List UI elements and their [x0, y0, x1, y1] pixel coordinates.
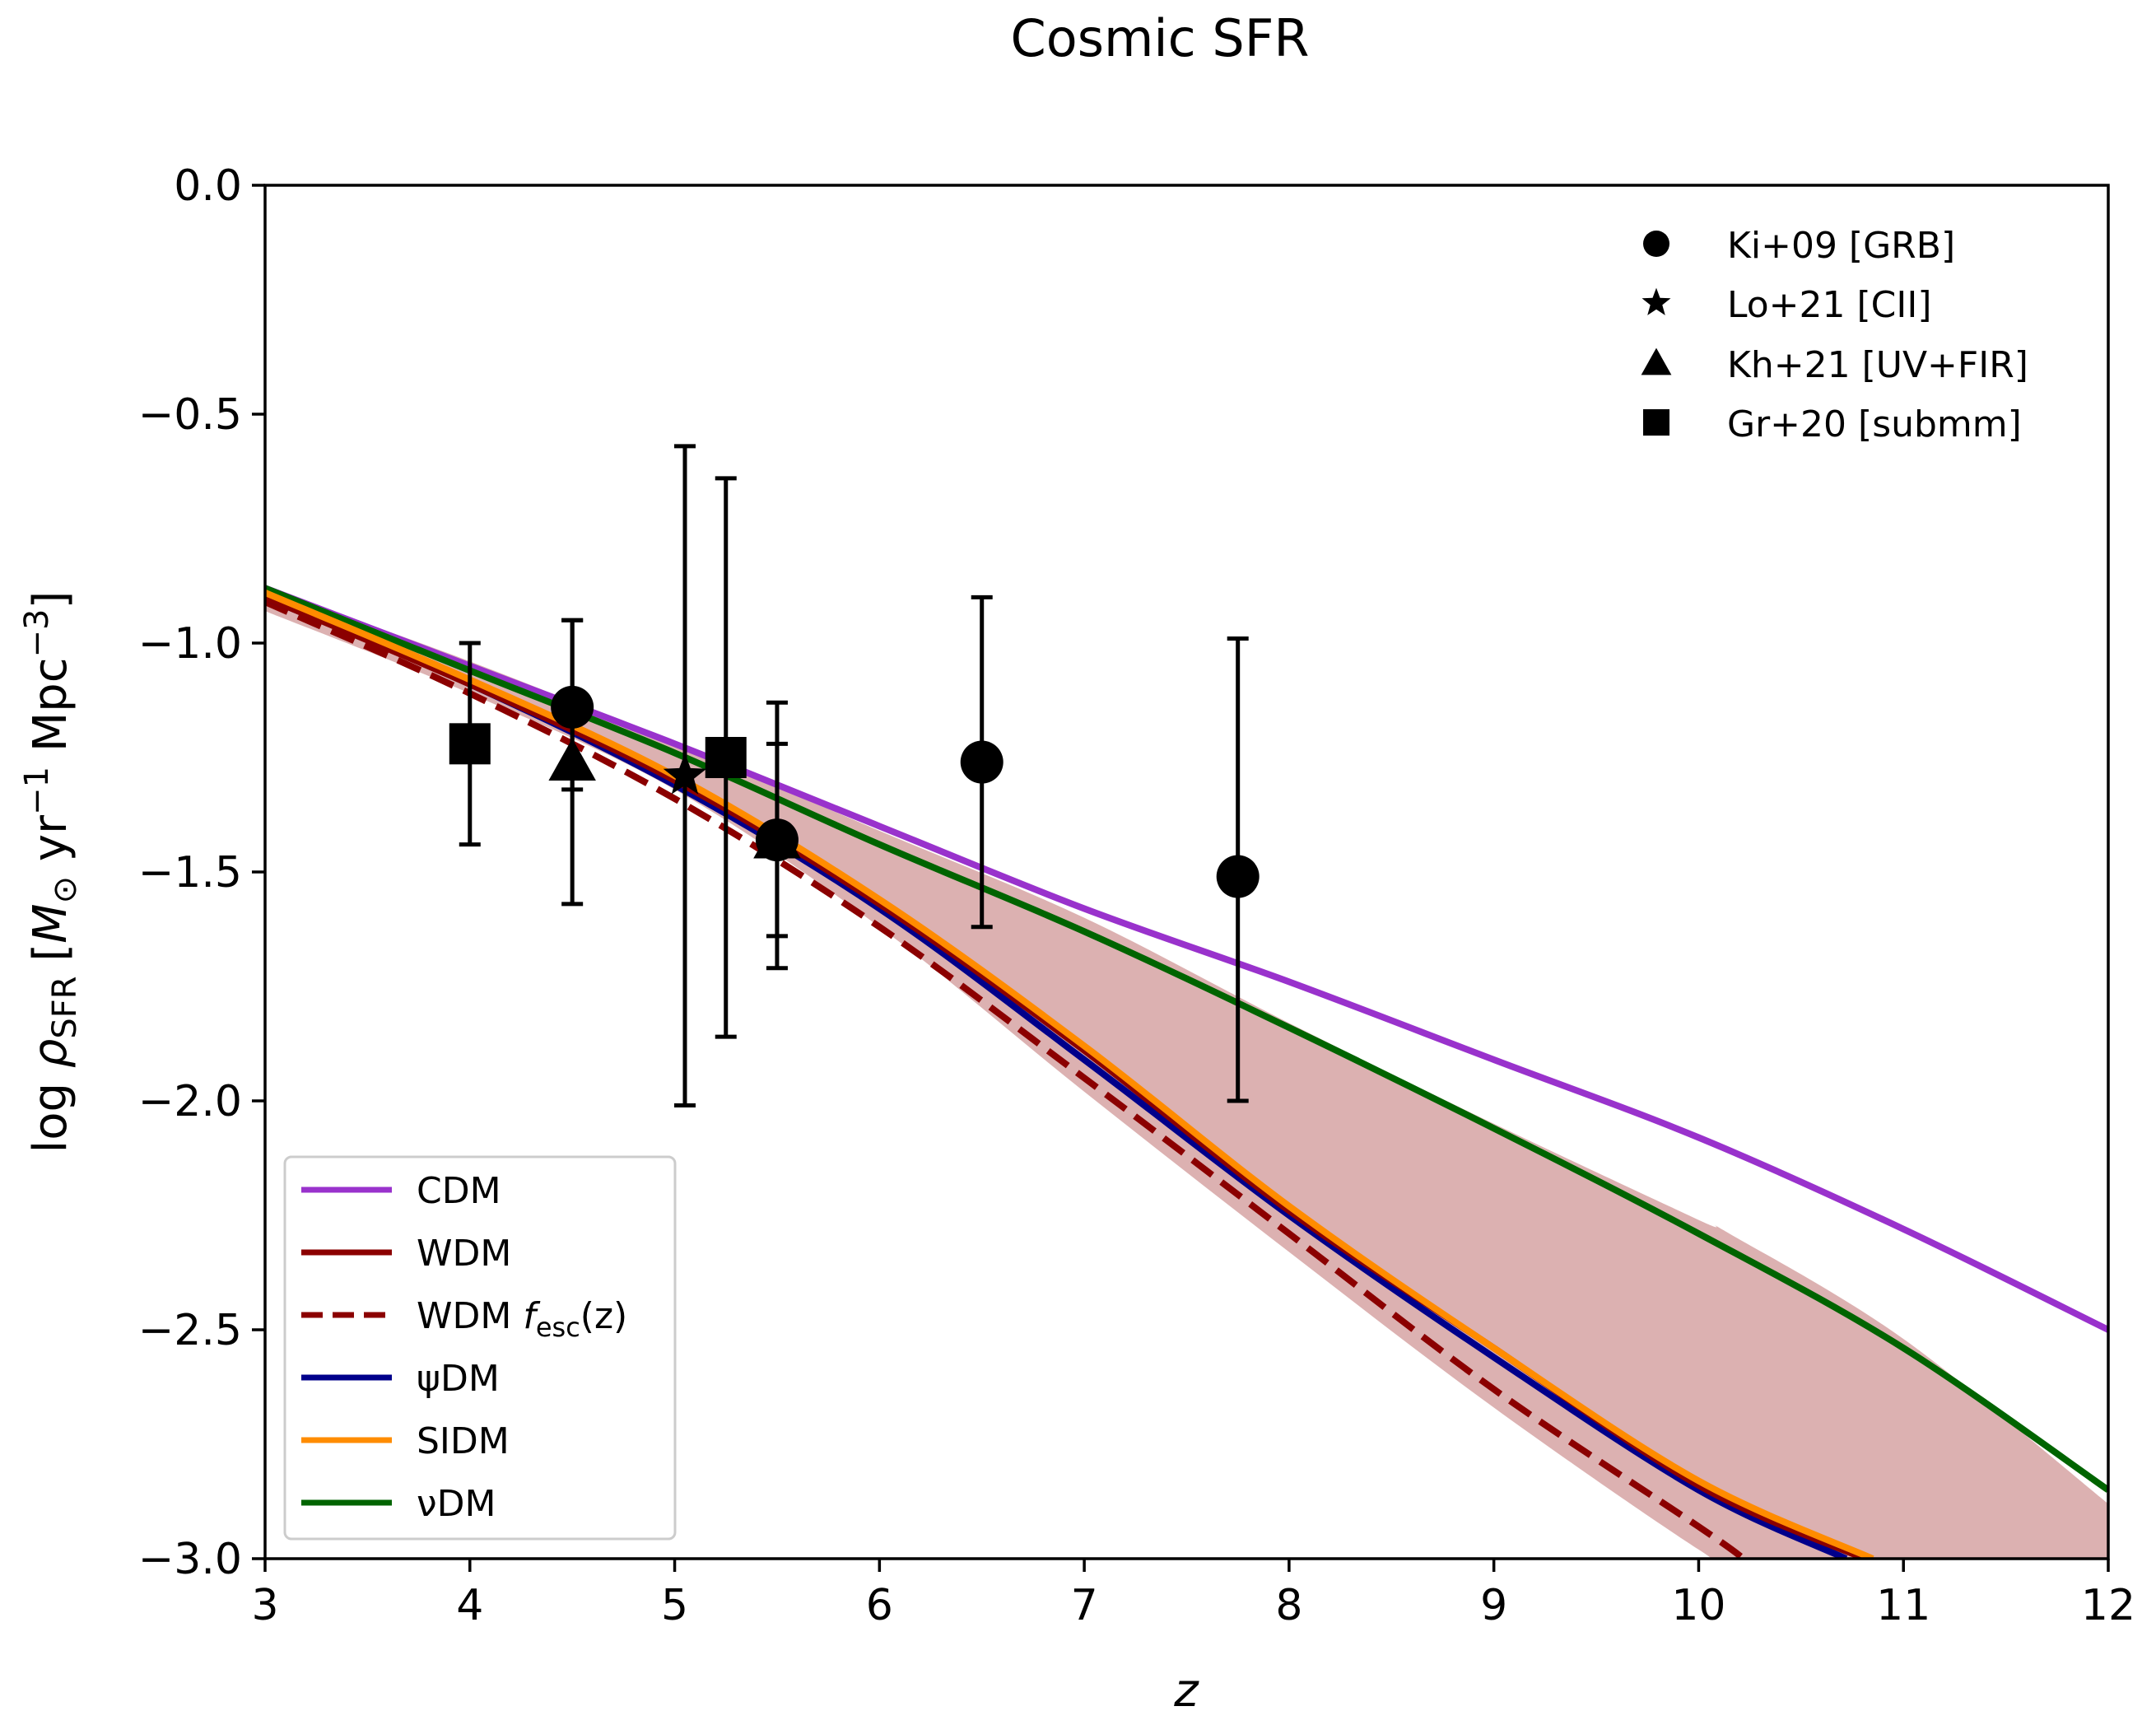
legend-entry-ki09: Ki+09 [GRB] — [1643, 225, 1955, 267]
y-tick-label: −1.0 — [138, 619, 242, 669]
triangle-marker — [548, 738, 596, 781]
legend-label-gr20: Gr+20 [submm] — [1727, 403, 2022, 445]
legend-entry-nudm: νDM — [301, 1483, 496, 1525]
observations — [449, 444, 1260, 1108]
legend-triangle-shape — [1641, 347, 1672, 375]
y-label-rho-sub: SFR — [46, 976, 84, 1038]
legend-entry-psidm: ψDM — [301, 1358, 500, 1400]
y-tick-label: 0.0 — [174, 161, 242, 211]
legend-entry-gr20: Gr+20 [submm] — [1643, 403, 2022, 445]
x-axis-label: z — [1173, 1664, 1199, 1718]
legend-triangle-marker — [1641, 347, 1672, 375]
y-label-open: [ — [24, 944, 77, 977]
legend-label-psidm: ψDM — [417, 1358, 500, 1400]
legend-label-nudm: νDM — [417, 1483, 496, 1525]
x-tick-label: 3 — [251, 1581, 278, 1630]
x-axis: 3 4 5 6 7 8 9 10 11 12 — [251, 1559, 2135, 1630]
y-tick-label: −2.5 — [138, 1306, 242, 1355]
legend-markers: Ki+09 [GRB] Lo+21 [CII] Kh+21 [UV+FIR] G… — [1641, 225, 2028, 445]
legend-label-sidm: SIDM — [417, 1420, 510, 1462]
y-label-close: ] — [24, 591, 77, 609]
x-tick-label: 6 — [866, 1581, 893, 1630]
y-label-rho: ρ — [24, 1039, 77, 1069]
square-marker — [449, 723, 491, 765]
legend-lines-box — [283, 1155, 677, 1541]
x-tick-label: 8 — [1275, 1581, 1302, 1630]
y-tick-label: −2.0 — [138, 1077, 242, 1126]
x-tick-label: 12 — [2081, 1581, 2135, 1630]
legend-wdm-fesc-main: WDM — [417, 1295, 523, 1337]
legend-label-kh21: Kh+21 [UV+FIR] — [1727, 344, 2028, 386]
y-tick-label: −0.5 — [138, 390, 242, 440]
x-tick-label: 10 — [1671, 1581, 1725, 1630]
x-tick-label: 7 — [1071, 1581, 1098, 1630]
wdm-uncertainty-band — [265, 588, 2108, 1559]
x-tick-label: 5 — [661, 1581, 688, 1630]
obs-kh-21-uv-fir — [548, 618, 801, 971]
legend-lines: CDM WDM WDM fesc(z) ψDM SIDM νDM — [283, 1155, 677, 1541]
y-axis: 0.0 −0.5 −1.0 −1.5 −2.0 −2.5 −3.0 — [138, 161, 265, 1584]
x-tick-label: 9 — [1480, 1581, 1507, 1630]
y-label-mpc-exp: −3 — [18, 609, 56, 658]
legend-wdm-fesc-tail: (z) — [580, 1295, 627, 1337]
chart-title: Cosmic SFR — [1010, 8, 1309, 68]
curve-wdm-fesc — [265, 599, 1746, 1559]
star-marker — [663, 753, 707, 795]
legend-label-ki09: Ki+09 [GRB] — [1727, 225, 1955, 267]
legend-label-wdm: WDM — [417, 1233, 511, 1275]
square-marker — [705, 737, 747, 778]
plot-area — [265, 585, 2108, 1559]
triangle-marker — [753, 816, 801, 859]
legend-star-marker — [1641, 287, 1671, 315]
legend-entry-sidm: SIDM — [301, 1420, 510, 1462]
legend-entry-lo21: Lo+21 [CII] — [1641, 284, 1932, 326]
obs-gr-20-submm — [449, 476, 747, 1039]
y-label-yr-exp: −1 — [18, 767, 56, 815]
circle-marker — [960, 740, 1003, 784]
x-tick-label: 11 — [1876, 1581, 1930, 1630]
legend-circle-shape — [1643, 231, 1669, 257]
y-label-yr: yr — [24, 814, 77, 876]
obs-lo-21-cii — [663, 444, 707, 1108]
legend-entry-wdm-fesc: WDM fesc(z) — [301, 1295, 627, 1343]
curve-sidm — [265, 590, 1874, 1559]
y-label-mpc: Mpc — [24, 658, 77, 767]
legend-label-cdm: CDM — [417, 1170, 501, 1212]
legend-square-shape — [1643, 409, 1669, 436]
y-label-log: log — [24, 1068, 77, 1153]
y-tick-label: −3.0 — [138, 1535, 242, 1584]
legend-square-marker — [1643, 409, 1669, 436]
legend-star-shape — [1641, 287, 1671, 315]
legend-entry-wdm: WDM — [301, 1233, 511, 1275]
legend-label-wdm-fesc: WDM fesc(z) — [417, 1295, 627, 1343]
circle-marker — [1216, 855, 1260, 898]
y-label-msun: M — [24, 903, 77, 943]
legend-entry-cdm: CDM — [301, 1170, 501, 1212]
legend-entry-kh21: Kh+21 [UV+FIR] — [1641, 344, 2028, 386]
x-tick-label: 4 — [456, 1581, 483, 1630]
legend-circle-marker — [1643, 231, 1669, 257]
y-axis-label: log ρSFR [M⊙ yr−1 Mpc−3] — [18, 591, 84, 1154]
model-curves — [265, 585, 2108, 1559]
legend-label-lo21: Lo+21 [CII] — [1727, 284, 1932, 326]
y-tick-label: −1.5 — [138, 848, 242, 897]
legend-wdm-fesc-sub: esc — [536, 1312, 580, 1343]
y-label-msun-sub: ⊙ — [46, 876, 84, 904]
